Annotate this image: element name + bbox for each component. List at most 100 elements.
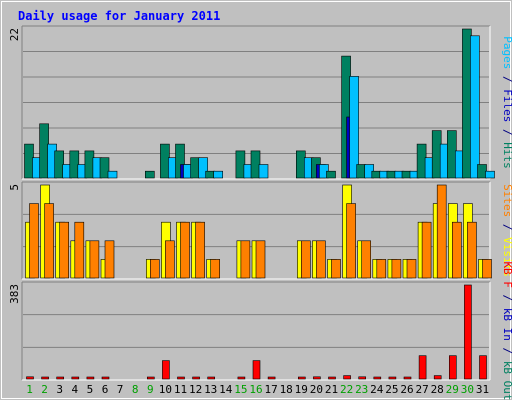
bar-pages-day-13	[213, 170, 223, 179]
bar-sites-day-16	[255, 240, 266, 279]
bar-kb-f-day-30	[464, 284, 472, 380]
x-tick-label-day-18: 18	[280, 383, 293, 396]
side-label-part: /	[501, 217, 512, 237]
panel-side-label: Pages / Files / Hits	[501, 36, 512, 169]
bar-sites-day-11	[180, 221, 190, 279]
bar-hits-day-19	[295, 150, 306, 179]
bar-kb-f-day-5	[86, 376, 95, 380]
bar-pages-day-6	[107, 170, 118, 179]
bar-hits-day-27	[416, 143, 427, 179]
bar-hits-day-2	[39, 123, 49, 179]
x-tick-label-day-16: 16	[249, 383, 262, 396]
bar-hits-day-5	[84, 150, 95, 179]
bar-kb-f-day-13	[207, 376, 215, 380]
y-max-label: 22	[8, 28, 21, 41]
x-tick-label-day-13: 13	[204, 383, 217, 396]
bar-hits-day-23	[356, 164, 367, 179]
side-label-part: kB Out	[501, 361, 512, 400]
side-label-part: /	[501, 288, 512, 308]
bar-kb-f-day-31	[479, 355, 487, 380]
x-tick-label-day-30: 30	[461, 383, 474, 396]
x-tick-label-day-3: 3	[56, 383, 63, 396]
bar-kb-f-day-2	[41, 376, 49, 380]
side-label-part: Visits	[501, 237, 512, 277]
side-label-part: Files	[501, 89, 512, 122]
bar-sites-day-25	[391, 259, 402, 279]
bar-hits-day-24	[371, 170, 382, 179]
panel-kbytes: 383 KB F / kB In / kB Out	[8, 261, 512, 400]
bar-sites-day-26	[406, 259, 417, 279]
x-tick-label-day-21: 21	[325, 383, 338, 396]
x-tick-label-day-29: 29	[446, 383, 459, 396]
bar-kb-f-day-20	[313, 376, 321, 380]
bar-sites-day-22	[346, 203, 356, 279]
bar-sites-day-10	[165, 240, 175, 279]
side-label-part: Pages	[501, 36, 512, 69]
bar-sites-day-15	[240, 240, 251, 279]
panel-side-label: Sites / Visits	[501, 184, 512, 277]
bar-sites-day-4	[74, 221, 85, 279]
chart-title: Daily usage for January 2011	[18, 9, 220, 23]
panel-side-label: KB F / kB In / kB Out	[501, 261, 512, 400]
bar-kb-f-day-3	[56, 376, 65, 380]
x-tick-label-day-15: 15	[234, 383, 247, 396]
x-tick-label-day-7: 7	[117, 383, 124, 396]
bar-hits-day-12	[190, 157, 200, 179]
bar-kb-f-day-27	[418, 355, 427, 380]
bar-pages-day-12	[198, 157, 208, 179]
side-label-part: /	[501, 341, 512, 361]
x-tick-label-day-14: 14	[219, 383, 233, 396]
x-tick-label-day-2: 2	[41, 383, 48, 396]
y-max-label: 5	[8, 184, 21, 191]
side-label-part: /	[501, 69, 512, 89]
bar-hits-day-26	[401, 170, 412, 179]
x-tick-label-day-1: 1	[26, 383, 33, 396]
bar-kb-f-day-24	[373, 376, 382, 380]
x-tick-label-day-26: 26	[400, 383, 413, 396]
side-label-part: Hits	[501, 142, 512, 169]
panel-hits_files_pages: 22 Pages / Files / Hits	[8, 25, 512, 180]
x-axis-labels: 1 2 3 4 5 6 7 8 9 10 11 12 13 14 15 16 17 18 19 20 21 22 23 24 2…	[26, 383, 489, 396]
bar-kb-f-day-12	[192, 376, 200, 380]
bar-sites-day-5	[89, 240, 100, 279]
bar-kb-f-day-25	[388, 376, 397, 380]
bar-sites-day-29	[451, 221, 462, 279]
bar-hits-day-9	[145, 170, 155, 179]
bar-sites-day-2	[44, 203, 54, 279]
y-max-label: 383	[8, 284, 21, 304]
bar-kb-f-day-23	[358, 376, 367, 380]
bar-pages-day-16	[258, 164, 269, 179]
bar-sites-day-28	[436, 184, 447, 279]
bar-hits-day-31	[477, 164, 487, 179]
bar-hits-day-25	[386, 170, 397, 179]
x-tick-label-day-25: 25	[385, 383, 398, 396]
bar-kb-f-day-29	[448, 355, 457, 380]
bar-sites-day-9	[150, 259, 160, 279]
bar-pages-day-30	[470, 35, 480, 179]
panel-visits_sites: 5 Sites / Visits	[8, 181, 512, 280]
side-label-part: kB In	[501, 308, 512, 341]
bar-sites-day-13	[210, 259, 220, 279]
x-tick-label-day-6: 6	[102, 383, 109, 396]
bar-kb-f-day-15	[237, 376, 246, 380]
bar-hits-day-16	[250, 150, 261, 179]
side-label-part: Sites	[501, 184, 512, 217]
x-tick-label-day-20: 20	[310, 383, 323, 396]
x-tick-label-day-24: 24	[370, 383, 384, 396]
x-tick-label-day-12: 12	[189, 383, 202, 396]
bar-kb-f-day-21	[328, 376, 336, 380]
bar-kb-f-day-6	[101, 376, 110, 380]
bar-hits-day-13	[205, 170, 215, 179]
x-tick-label-day-28: 28	[431, 383, 444, 396]
x-tick-label-day-27: 27	[415, 383, 428, 396]
bar-kb-f-day-28	[433, 375, 442, 380]
bar-pages-day-31	[485, 170, 495, 179]
x-tick-label-day-23: 23	[355, 383, 368, 396]
bar-hits-day-29	[446, 130, 457, 179]
bar-sites-day-31	[482, 259, 492, 279]
bar-hits-day-21	[326, 170, 336, 179]
side-label-part: /	[501, 122, 512, 142]
